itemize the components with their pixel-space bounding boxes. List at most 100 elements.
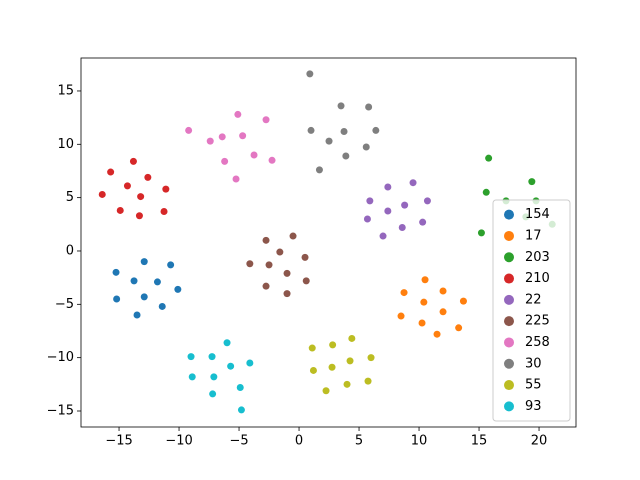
point (421, 276, 429, 284)
point (239, 132, 247, 140)
point (419, 218, 427, 226)
point (348, 334, 356, 342)
point (174, 285, 182, 293)
y-tick-label: 5 (66, 190, 74, 205)
point (206, 137, 214, 145)
point (187, 353, 195, 361)
legend-marker (504, 316, 514, 327)
point (379, 232, 387, 240)
point (160, 208, 168, 216)
point (167, 261, 175, 269)
point (439, 287, 447, 295)
point (223, 339, 231, 347)
point (289, 232, 297, 240)
point (482, 188, 490, 196)
x-tick-label: 10 (411, 434, 428, 449)
legend-label: 258 (525, 335, 550, 350)
x-tick-label: 0 (295, 434, 303, 449)
point (158, 302, 166, 310)
point (140, 258, 148, 266)
point (236, 384, 244, 392)
legend-marker (504, 209, 514, 220)
point (340, 128, 348, 136)
point (485, 154, 493, 162)
point (372, 126, 380, 134)
point (262, 236, 270, 244)
point (307, 126, 315, 134)
point (221, 157, 229, 165)
point (144, 173, 152, 181)
y-tick-label: −10 (47, 350, 74, 365)
point (112, 268, 120, 276)
y-tick-label: −15 (47, 403, 74, 418)
legend-marker (504, 294, 514, 305)
legend: 154 17 203 210 22 225 258 30 55 93 (492, 199, 571, 422)
legend-label: 225 (525, 314, 550, 329)
point (162, 185, 170, 193)
point (98, 190, 106, 198)
point (308, 344, 316, 352)
point (439, 308, 447, 316)
point (262, 282, 270, 290)
point (346, 357, 354, 365)
point (133, 311, 141, 319)
point (363, 215, 371, 223)
point (301, 253, 309, 261)
legend-marker (504, 337, 514, 348)
point (315, 166, 323, 174)
point (107, 168, 115, 176)
point (129, 157, 137, 165)
point (188, 373, 196, 381)
point (364, 377, 372, 385)
point (208, 353, 216, 361)
point (455, 324, 463, 332)
point (283, 290, 291, 298)
point (397, 312, 405, 320)
point (362, 143, 370, 151)
point (328, 363, 336, 371)
point (210, 373, 218, 381)
point (135, 212, 143, 220)
point (140, 293, 148, 301)
point (137, 193, 145, 201)
legend-marker (504, 401, 514, 412)
point (384, 183, 392, 191)
legend-label: 210 (525, 271, 550, 286)
legend-label: 154 (525, 207, 550, 222)
point (329, 341, 337, 349)
point (477, 229, 485, 237)
legend-marker (504, 230, 514, 241)
point (342, 152, 350, 160)
y-tick-label: 0 (66, 243, 74, 258)
point (420, 298, 428, 306)
plot-frame (80, 57, 577, 428)
point (306, 70, 314, 78)
x-tick-label: −10 (165, 434, 192, 449)
point (153, 278, 161, 286)
point (123, 182, 131, 190)
x-tick-label: 5 (355, 434, 363, 449)
point (276, 248, 284, 256)
legend-label: 55 (525, 378, 542, 393)
x-tick-label: −5 (229, 434, 248, 449)
point (268, 156, 276, 164)
point (185, 126, 193, 134)
x-tick-label: 20 (531, 434, 548, 449)
point (113, 295, 121, 303)
point (227, 362, 235, 370)
point (262, 116, 270, 124)
point (384, 207, 392, 215)
point (398, 224, 406, 232)
point (409, 179, 417, 187)
point (237, 406, 245, 414)
legend-marker (504, 358, 514, 369)
y-tick-label: −5 (55, 297, 74, 312)
point (302, 277, 310, 285)
point (337, 102, 345, 110)
point (322, 387, 330, 395)
y-tick-label: 10 (57, 137, 74, 152)
point (265, 261, 273, 269)
point (116, 206, 124, 214)
legend-label: 93 (525, 399, 542, 414)
